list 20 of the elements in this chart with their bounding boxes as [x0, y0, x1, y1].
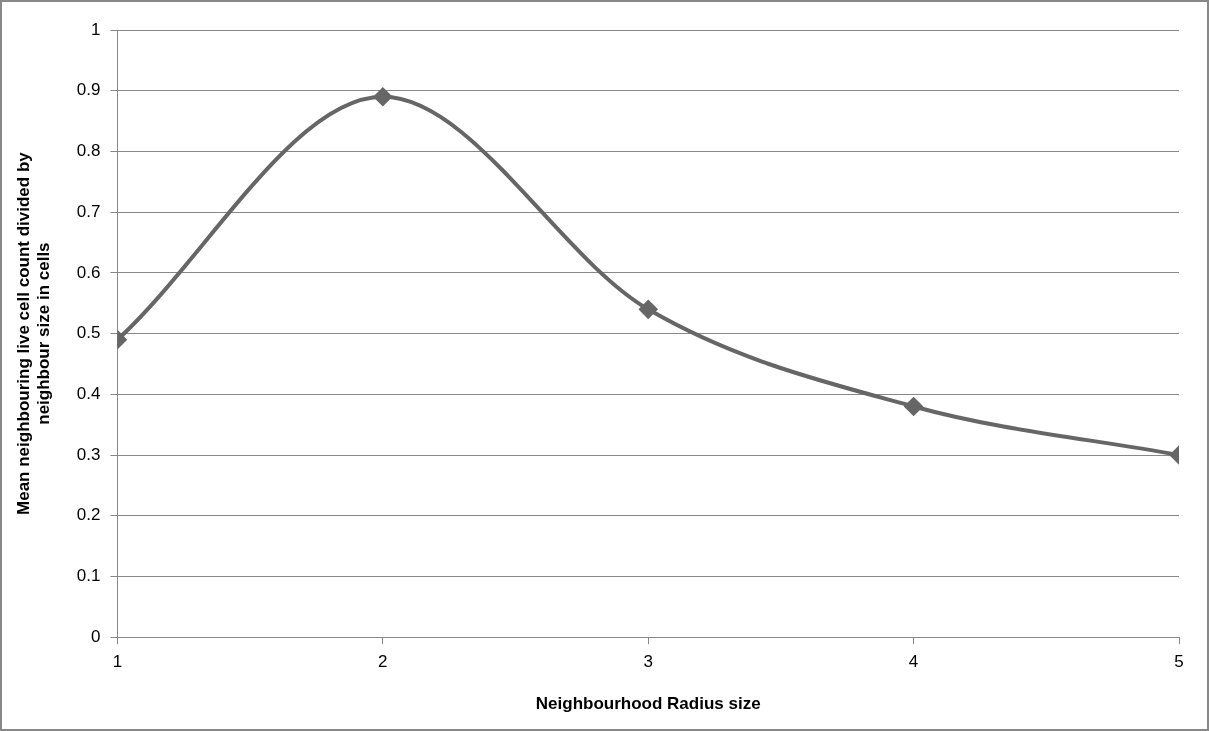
y-tick-label: 0.2 — [76, 505, 101, 525]
x-tick-label: 3 — [643, 652, 653, 672]
x-tick-label: 2 — [378, 652, 388, 672]
y-axis-title: Mean neighbouring live cell count divided by neighbour size in cells — [13, 151, 54, 515]
y-tick-label: 0.3 — [76, 444, 101, 464]
y-tick-label: 0.7 — [76, 201, 101, 221]
point — [639, 300, 658, 319]
x-axis-title: Neighbourhood Radius size — [535, 694, 761, 714]
y-tick-label: 0.8 — [76, 141, 101, 161]
y-tick-label: 0.5 — [76, 323, 101, 343]
y-tick-label: 0.6 — [76, 262, 101, 282]
y-tick-label: 0.4 — [76, 384, 101, 404]
y-tick-label: 0.1 — [76, 566, 101, 586]
y-tick-label: 1 — [90, 19, 101, 39]
x-tick-label: 1 — [112, 652, 123, 672]
point — [904, 397, 923, 416]
y-tick-label: 0 — [90, 626, 101, 646]
x-tick-label: 4 — [908, 652, 919, 672]
x-tick-label: 5 — [1174, 652, 1184, 672]
y-tick-label: 0.9 — [76, 80, 101, 100]
